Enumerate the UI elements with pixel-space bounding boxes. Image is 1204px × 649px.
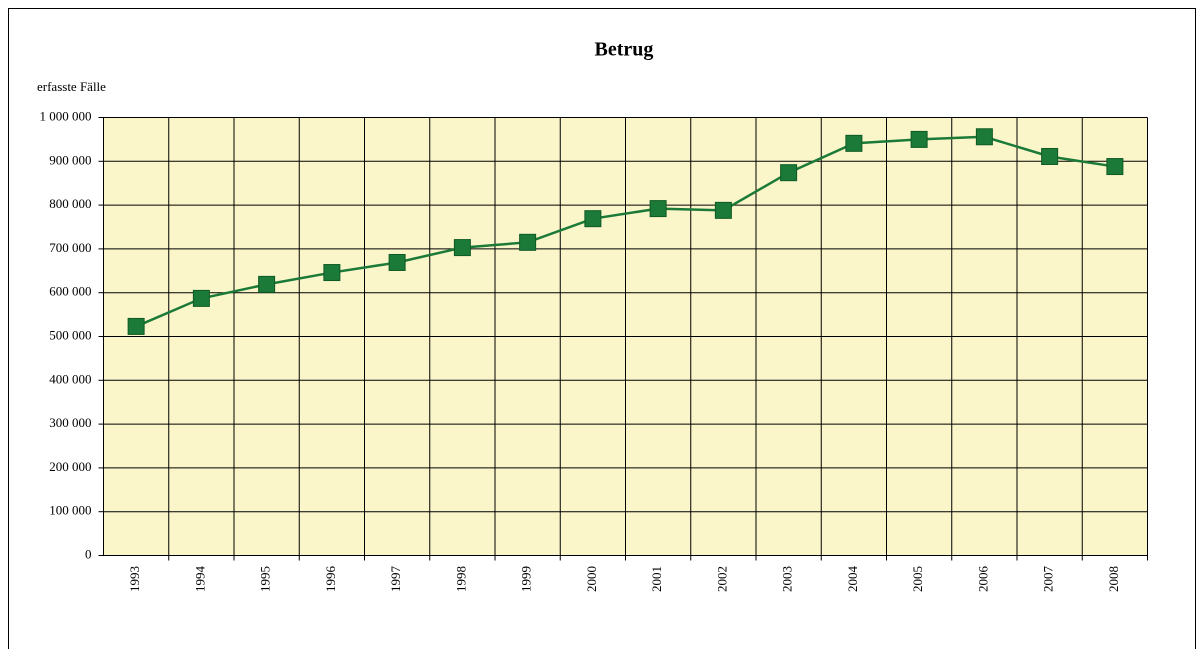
x-tick-label: 1997 <box>388 566 403 593</box>
point-marker <box>323 264 341 282</box>
point-marker <box>649 200 667 218</box>
x-tick-label: 1999 <box>519 566 534 592</box>
point-marker <box>780 164 798 182</box>
x-tick-label: 2008 <box>1106 566 1121 592</box>
x-tick-label: 2003 <box>780 566 795 592</box>
y-tick-label: 800 000 <box>49 196 91 211</box>
point-marker <box>975 128 993 146</box>
y-tick-label: 200 000 <box>49 459 91 474</box>
x-tick-label: 2005 <box>910 566 925 592</box>
y-tick-label: 1 000 000 <box>40 108 92 123</box>
y-tick-label: 900 000 <box>49 152 91 167</box>
point-marker <box>388 253 406 271</box>
y-tick-label: 500 000 <box>49 327 91 342</box>
point-marker <box>127 317 145 335</box>
x-tick-label: 1998 <box>453 566 468 592</box>
x-tick-label: 2007 <box>1041 566 1056 593</box>
x-tick-label: 1996 <box>323 566 338 593</box>
y-tick-label: 400 000 <box>49 371 91 386</box>
point-marker <box>845 134 863 152</box>
y-tick-label: 0 <box>85 546 92 561</box>
x-tick-label: 1994 <box>192 566 207 593</box>
frame <box>8 8 1196 649</box>
x-tick-label: 2006 <box>975 566 990 593</box>
y-tick-label: 300 000 <box>49 415 91 430</box>
point-marker <box>192 289 210 307</box>
y-tick-label: 100 000 <box>49 503 91 518</box>
point-marker <box>910 130 928 148</box>
point-marker <box>584 210 602 228</box>
x-tick-label: 2002 <box>714 566 729 592</box>
y-tick-label: 700 000 <box>49 240 91 255</box>
y-axis-label: erfasste Fälle <box>37 79 106 94</box>
chart-title: Betrug <box>595 39 654 61</box>
point-marker <box>714 201 732 219</box>
x-tick-label: 2001 <box>649 566 664 592</box>
x-tick-label: 2000 <box>584 566 599 592</box>
series-line <box>135 135 1116 328</box>
y-tick-label: 600 000 <box>49 284 91 299</box>
point-marker <box>258 275 276 293</box>
point-marker <box>453 239 471 257</box>
point-marker <box>519 233 537 251</box>
point-marker <box>1041 147 1059 165</box>
x-tick-label: 1993 <box>127 566 142 592</box>
point-marker <box>1106 158 1124 176</box>
x-tick-label: 1995 <box>258 566 273 592</box>
x-tick-label: 2004 <box>845 566 860 593</box>
